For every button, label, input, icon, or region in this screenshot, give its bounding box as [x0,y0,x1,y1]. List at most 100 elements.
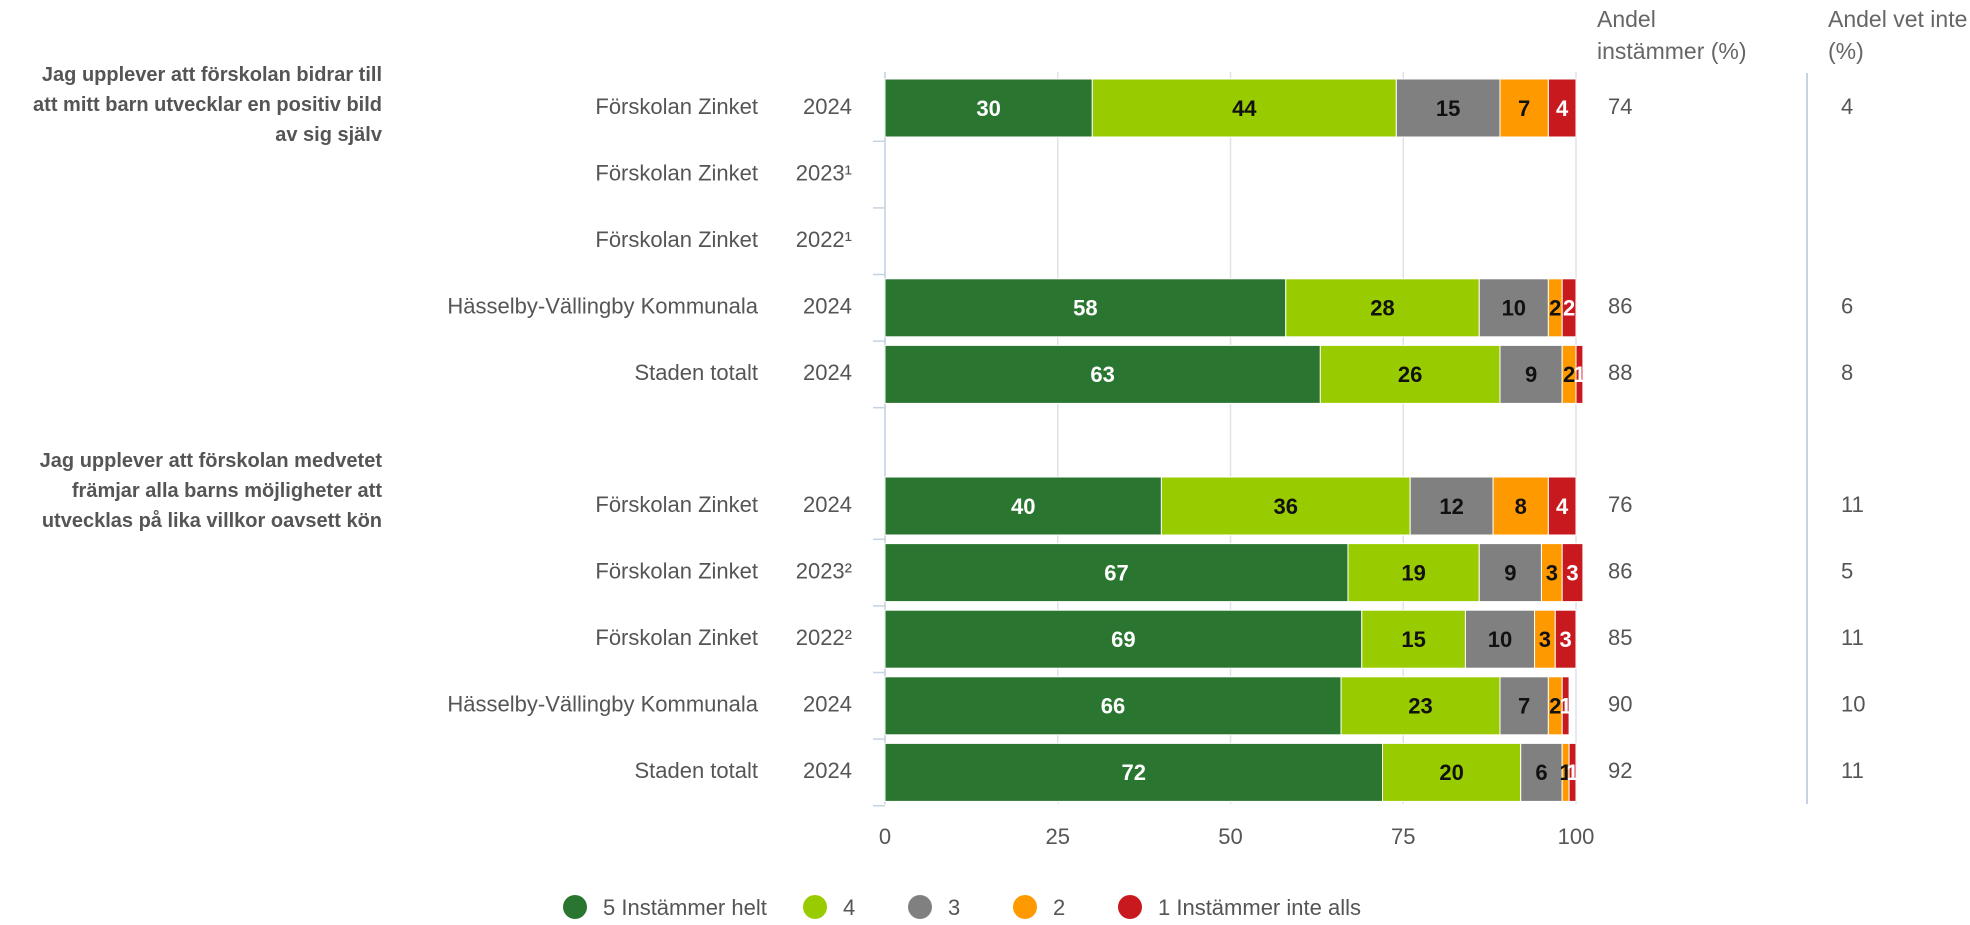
bar-segment [1160,476,1411,536]
data-label: 2 [1549,296,1561,321]
x-tick-label: 100 [1558,824,1595,849]
legend-swatch [803,895,827,919]
bar-segment [1520,742,1563,802]
legend-label: 1 Instämmer inte alls [1158,895,1361,920]
dont-know-value: 11 [1841,625,1864,650]
legend-label: 2 [1053,895,1065,920]
year-label: 2024 [803,94,852,119]
x-tick-label: 75 [1391,824,1415,849]
data-label: 9 [1504,560,1516,585]
legend-swatch [1013,895,1037,919]
question-title: Jag upplever att förskolan medvetet främ… [39,450,382,532]
bar-segment [1554,609,1577,669]
agree-value: 88 [1608,360,1632,385]
data-label: 44 [1232,96,1257,121]
bar-segment [1382,742,1522,802]
data-label: 3 [1546,560,1558,585]
bar-segment [1561,278,1577,338]
year-label: 2024 [803,492,852,517]
bar-segment [884,278,1287,338]
year-label: 2024 [803,360,852,385]
bar-segment [884,742,1384,802]
row-label: Staden totalt [634,360,758,385]
bar-segment [1319,344,1501,404]
row-label: Staden totalt [634,758,758,783]
question-title: Jag upplever att förskolan bidrar till a… [33,64,382,146]
data-label: 12 [1439,494,1463,519]
data-label: 3 [1566,560,1578,585]
data-label: 4 [1556,96,1569,121]
data-label: 26 [1398,362,1422,387]
row-label: Förskolan Zinket [595,227,758,252]
data-label: 15 [1401,627,1425,652]
year-label: 2024 [803,294,852,319]
bar-segment [1409,476,1494,536]
data-label: 2 [1549,694,1561,719]
data-label: 2 [1563,296,1575,321]
data-label: 3 [1560,627,1572,652]
x-tick-label: 25 [1046,824,1070,849]
dont-know-value: 5 [1841,558,1853,583]
row-label: Hässelby-Vällingby Kommunala [447,294,758,319]
dont-know-value: 10 [1841,692,1865,717]
bar-segment [884,609,1363,669]
data-label: 66 [1101,694,1125,719]
data-label: 9 [1525,362,1537,387]
bar-segment [1478,543,1542,603]
data-label: 2 [1563,362,1575,387]
column-header: Andel instämmer (%) [1597,6,1747,64]
legend-swatch [1118,895,1142,919]
agree-value: 86 [1608,558,1632,583]
bar-segment [1568,742,1577,802]
bar-segment [1285,278,1480,338]
data-label: 36 [1274,494,1298,519]
data-label: 15 [1436,96,1460,121]
data-label: 30 [976,96,1000,121]
row-label: Förskolan Zinket [595,558,758,583]
data-label: 67 [1104,560,1128,585]
data-label: 10 [1502,296,1526,321]
year-label: 2022² [796,625,852,650]
x-tick-label: 0 [879,824,891,849]
row-label: Hässelby-Vällingby Kommunala [447,692,758,717]
data-label: 1 [1573,362,1585,387]
year-label: 2024 [803,692,852,717]
legend-swatch [908,895,932,919]
data-label: 72 [1122,760,1146,785]
bar-segment [1091,78,1397,138]
data-label: 7 [1518,694,1530,719]
dont-know-value: 11 [1841,492,1864,517]
year-label: 2022¹ [796,227,852,252]
year-label: 2023¹ [796,160,852,185]
data-label: 69 [1111,627,1135,652]
data-label: 6 [1535,760,1547,785]
bar-segment [1561,676,1570,736]
data-label: 58 [1073,296,1097,321]
bar-segment [1478,278,1549,338]
data-label: 10 [1488,627,1512,652]
agree-value: 76 [1608,492,1632,517]
row-label: Förskolan Zinket [595,160,758,185]
dont-know-value: 11 [1841,758,1864,783]
legend-label: 3 [948,895,960,920]
year-label: 2024 [803,758,852,783]
bar-segment [1575,344,1584,404]
data-label: 20 [1439,760,1463,785]
data-label: 40 [1011,494,1035,519]
legend-swatch [563,895,587,919]
dont-know-value: 6 [1841,294,1853,319]
agree-value: 74 [1608,94,1632,119]
data-label: 28 [1370,296,1394,321]
bar-segment [1464,609,1536,669]
bar-segment [884,543,1349,603]
row-label: Förskolan Zinket [595,94,758,119]
agree-value: 92 [1608,758,1632,783]
bar-segment [1499,676,1549,736]
dont-know-value: 8 [1841,360,1853,385]
bar-segment [1340,676,1501,736]
bar-segment [1499,78,1549,138]
bar-segment [1561,543,1584,603]
data-label: 7 [1518,96,1530,121]
